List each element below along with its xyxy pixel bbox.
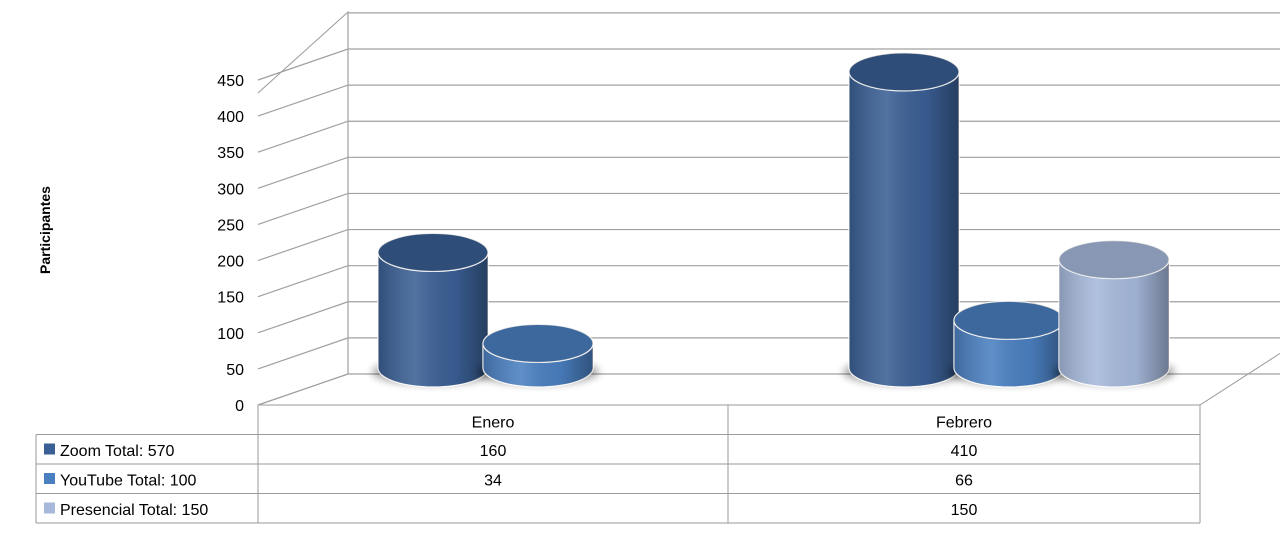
table-cell: 66 [955, 473, 973, 490]
table-cell: 34 [484, 473, 502, 490]
y-tick-label: 200 [217, 254, 244, 271]
bar-cylinder [372, 232, 494, 388]
y-axis-label: Participantes [37, 186, 53, 274]
category-label: Febrero [936, 415, 992, 432]
legend-swatch [44, 443, 55, 455]
category-label: Enero [472, 415, 515, 432]
y-axis-ticks: 0 50 100 150 200 250 300 350 400 450 [217, 73, 244, 415]
y-tick-label: 0 [235, 398, 244, 415]
y-tick-label: 50 [226, 362, 244, 379]
table-cell: 150 [951, 502, 978, 519]
y-tick-label: 400 [217, 109, 244, 126]
bar-cylinder [948, 300, 1070, 388]
legend-swatch [44, 502, 55, 514]
gridline [257, 84, 1280, 117]
y-tick-label: 100 [217, 326, 244, 343]
bar-cylinder [1053, 240, 1175, 388]
series-name: YouTube Total: 100 [60, 473, 197, 490]
y-tick-label: 450 [217, 73, 244, 90]
series-name: Presencial Total: 150 [60, 502, 208, 519]
y-tick-label: 300 [217, 181, 244, 198]
series-name: Zoom Total: 570 [60, 443, 175, 460]
gridline [257, 120, 1280, 153]
table-cell: 160 [480, 443, 507, 460]
bars [372, 52, 1175, 388]
gridlines [257, 12, 1280, 406]
gridline [257, 48, 1280, 81]
legend-swatch [44, 473, 55, 484]
gridline [257, 156, 1280, 189]
y-tick-label: 350 [217, 145, 244, 162]
bar-cylinder [843, 52, 965, 388]
y-tick-label: 250 [217, 217, 244, 234]
y-tick-label: 150 [217, 290, 244, 307]
data-table: Enero Febrero Zoom Total: 570 160 410 YouTube… [35, 405, 1201, 524]
gridline [257, 192, 1280, 226]
bar-cylinder [477, 323, 599, 388]
table-cell: 410 [951, 443, 978, 460]
